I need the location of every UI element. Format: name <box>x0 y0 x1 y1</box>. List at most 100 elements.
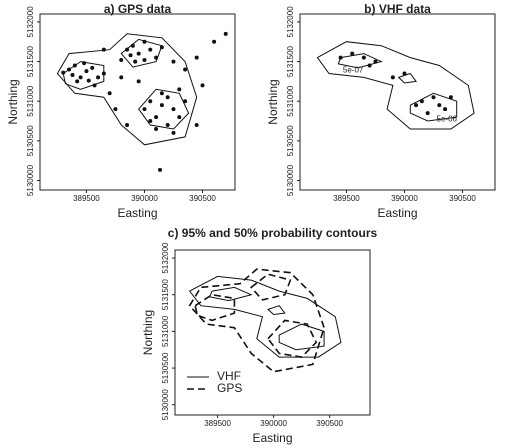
data-point <box>125 122 130 127</box>
data-point <box>133 59 138 64</box>
data-point <box>390 75 395 80</box>
data-point <box>212 39 217 44</box>
contour-line <box>267 305 286 316</box>
plot-frame <box>174 249 371 416</box>
data-point <box>86 78 91 83</box>
data-point <box>92 83 97 88</box>
data-point <box>223 31 228 36</box>
x-axis-label: Easting <box>377 206 417 220</box>
y-tick-label: 5130500 <box>286 125 295 157</box>
data-point <box>96 75 101 80</box>
x-tick-label: 390000 <box>131 194 158 203</box>
y-tick-label: 5132000 <box>161 242 170 274</box>
contour-line <box>62 61 105 90</box>
contour-line <box>120 38 163 68</box>
data-point <box>142 39 147 44</box>
data-point <box>159 103 164 108</box>
data-point <box>437 103 442 108</box>
data-point <box>148 47 153 52</box>
y-tick-label: 5132000 <box>286 6 295 38</box>
data-point <box>183 99 188 104</box>
data-point <box>165 122 170 127</box>
data-point <box>75 79 80 84</box>
x-axis-label: Easting <box>252 431 292 445</box>
data-point <box>177 115 182 120</box>
contour-line <box>209 286 253 302</box>
data-point <box>154 115 159 120</box>
contour-line <box>194 293 236 322</box>
data-point <box>183 67 188 72</box>
y-tick-label: 5131000 <box>26 85 35 117</box>
y-tick-label: 5132000 <box>26 6 35 38</box>
data-point <box>142 107 147 112</box>
data-point <box>125 47 130 52</box>
x-tick-label: 390500 <box>189 194 216 203</box>
data-point <box>119 57 124 62</box>
data-point <box>107 91 112 96</box>
contour-line <box>278 323 325 351</box>
data-point <box>338 55 343 60</box>
contour-line <box>188 268 325 373</box>
data-point <box>119 75 124 80</box>
data-point <box>159 45 164 50</box>
y-tick-label: 5131500 <box>286 45 295 77</box>
data-point <box>158 167 163 172</box>
data-point <box>61 70 66 75</box>
x-axis-label: Easting <box>117 206 157 220</box>
data-point <box>142 57 147 62</box>
data-point <box>171 107 176 112</box>
data-point <box>70 73 75 78</box>
data-point <box>84 69 89 74</box>
x-tick-label: 390500 <box>316 419 343 428</box>
contour-line <box>266 319 318 358</box>
y-axis-label: Northing <box>6 79 20 124</box>
y-tick-label: 5130500 <box>26 125 35 157</box>
data-point <box>171 130 176 135</box>
y-tick-label: 5130500 <box>161 352 170 384</box>
y-tick-label: 5130000 <box>286 164 295 196</box>
data-point <box>414 103 419 108</box>
plot-frame <box>39 13 236 191</box>
data-point <box>165 95 170 100</box>
y-tick-label: 5131000 <box>161 315 170 347</box>
data-point <box>130 43 135 48</box>
panel-title: a) GPS data <box>104 2 172 16</box>
contour-line <box>138 88 190 130</box>
data-point <box>361 55 366 60</box>
data-point <box>148 119 153 124</box>
contour-line <box>250 273 292 301</box>
data-point <box>101 47 106 52</box>
data-point <box>431 95 436 100</box>
y-tick-label: 5131000 <box>286 85 295 117</box>
data-point <box>373 59 378 64</box>
contour-label: 5e-06 <box>437 115 458 124</box>
y-axis-label: Northing <box>141 310 155 355</box>
data-point <box>113 107 118 112</box>
data-point <box>402 71 407 76</box>
contour-line <box>316 41 475 130</box>
contour-line <box>409 92 458 122</box>
data-point <box>154 55 159 60</box>
y-tick-label: 5130000 <box>26 164 35 196</box>
data-point <box>200 83 205 88</box>
y-tick-label: 5131500 <box>26 45 35 77</box>
y-tick-label: 5130000 <box>161 389 170 421</box>
data-point <box>72 63 77 68</box>
data-point <box>419 99 424 104</box>
data-point <box>448 95 453 100</box>
y-tick-label: 5131500 <box>161 279 170 311</box>
data-point <box>101 71 106 76</box>
data-point <box>67 67 72 72</box>
data-point <box>367 63 372 68</box>
data-point <box>136 79 141 84</box>
x-tick-label: 389500 <box>204 419 231 428</box>
data-point <box>148 99 153 104</box>
contour-label: 5e-07 <box>343 65 364 74</box>
data-point <box>154 126 159 131</box>
data-point <box>78 75 83 80</box>
contour-line <box>188 275 342 358</box>
x-tick-label: 389500 <box>73 194 100 203</box>
x-tick-label: 390000 <box>260 419 287 428</box>
data-point <box>425 111 430 116</box>
